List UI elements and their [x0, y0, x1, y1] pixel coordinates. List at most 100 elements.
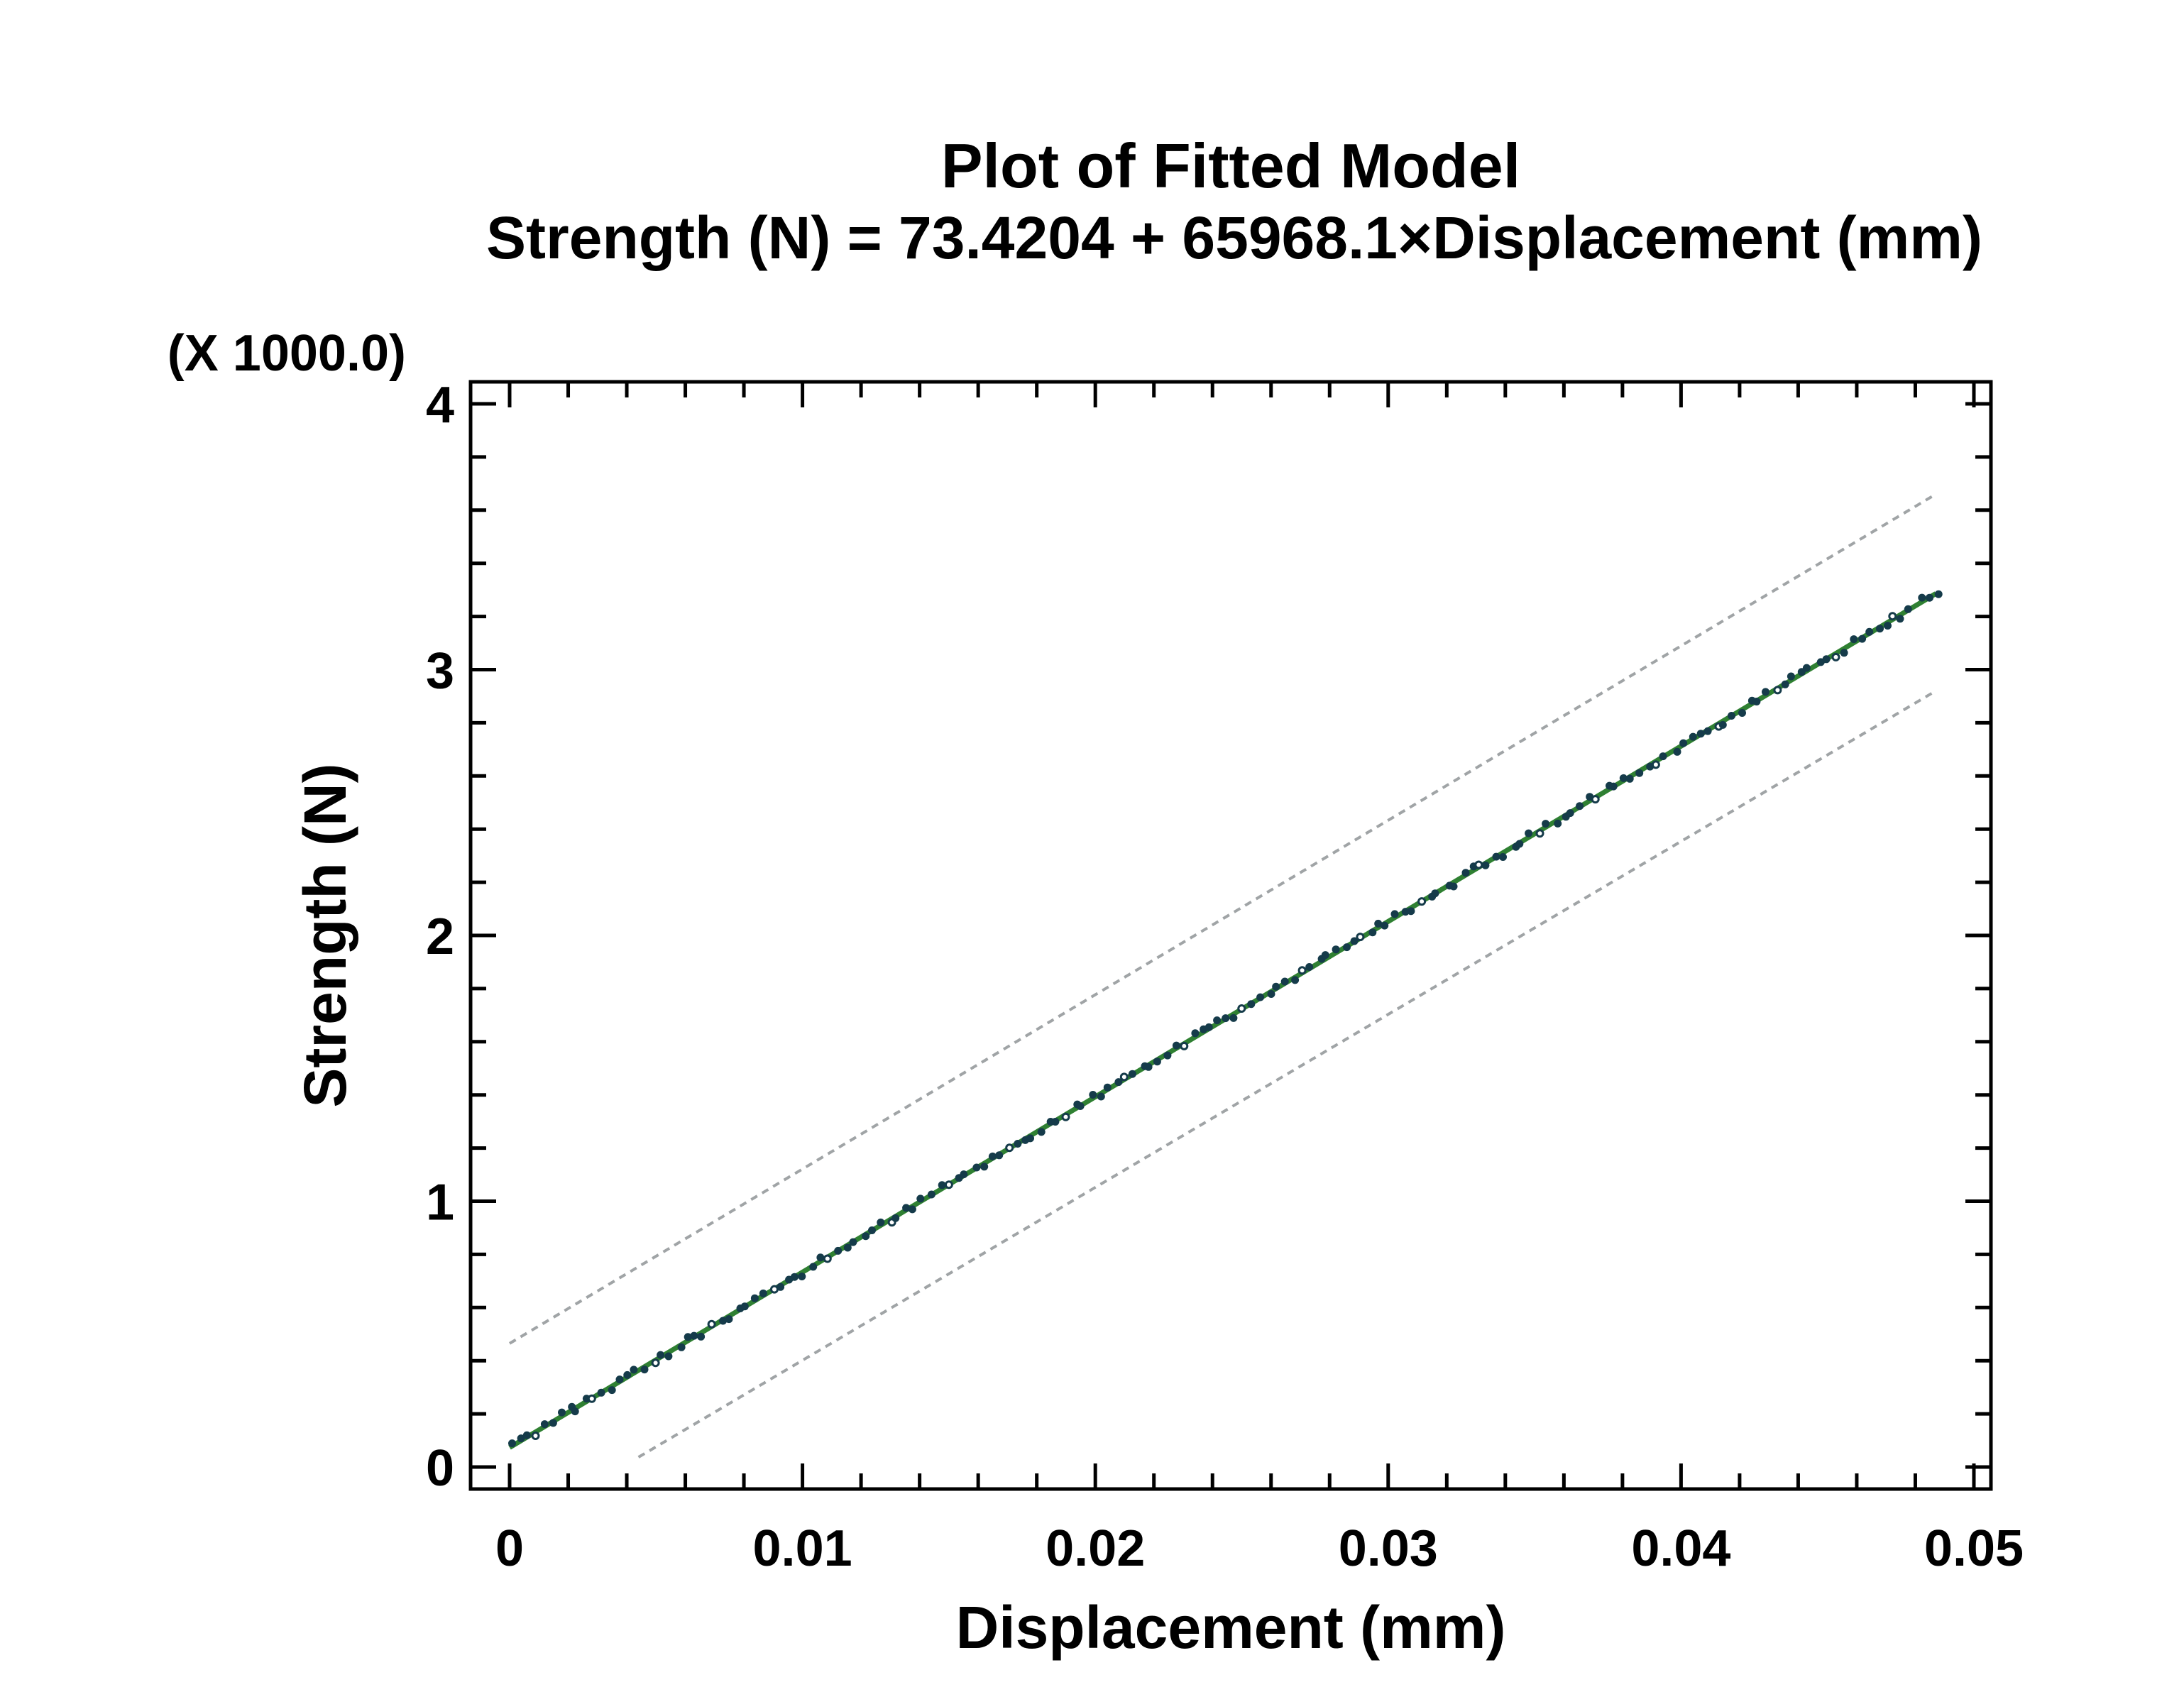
data-point [684, 1333, 692, 1341]
data-point [1356, 933, 1365, 942]
data-point [1180, 1041, 1189, 1050]
data-point [1103, 1083, 1112, 1092]
data-point [1144, 1062, 1153, 1071]
data-point [1576, 802, 1584, 811]
data-point [719, 1317, 728, 1325]
data-point [1381, 921, 1389, 930]
data-point [1515, 840, 1524, 848]
data-point [1591, 795, 1600, 804]
x-tick-label: 0.04 [1631, 1520, 1730, 1577]
data-point [690, 1331, 698, 1340]
data-point [849, 1238, 857, 1246]
x-tick-label: 0.05 [1924, 1520, 2024, 1577]
data-point [1651, 760, 1660, 769]
data-point [916, 1194, 925, 1203]
data-point [630, 1366, 638, 1374]
data-point [1390, 910, 1399, 918]
data-point [1461, 869, 1470, 877]
data-point [549, 1419, 557, 1427]
x-axis-title: Displacement (mm) [956, 1594, 1506, 1661]
data-point [944, 1180, 953, 1190]
data-point [1876, 625, 1884, 633]
data-point [938, 1181, 946, 1190]
data-point [1407, 907, 1415, 916]
data-point [1542, 820, 1550, 828]
data-point [1229, 1013, 1238, 1022]
y-axis-title: Strength (N) [292, 763, 358, 1107]
data-point [1787, 672, 1795, 681]
data-point [1097, 1092, 1105, 1101]
data-point [740, 1302, 749, 1311]
data-point [1625, 774, 1634, 783]
data-point [980, 1163, 989, 1171]
data-point [1492, 852, 1500, 861]
data-point [1051, 1118, 1060, 1126]
data-point [1525, 829, 1533, 837]
data-point [891, 1214, 900, 1222]
data-point [750, 1294, 759, 1302]
data-point [1896, 615, 1904, 623]
data-point [1321, 951, 1329, 960]
x-tick-label: 0 [495, 1520, 524, 1577]
data-point [1374, 919, 1383, 928]
data-point [823, 1254, 832, 1263]
axes-layer [468, 380, 1993, 1491]
data-point [972, 1163, 981, 1172]
data-point [988, 1152, 997, 1160]
data-point [587, 1394, 596, 1403]
data-point [1703, 727, 1712, 735]
data-point [1635, 769, 1644, 777]
y-tick-label: 2 [426, 908, 454, 965]
data-point [1014, 1140, 1022, 1148]
data-point [517, 1434, 525, 1443]
data-point [597, 1388, 605, 1397]
data-point [697, 1332, 706, 1341]
data-point [615, 1375, 624, 1384]
data-point [995, 1151, 1004, 1160]
data-point [1619, 774, 1628, 782]
data-point [623, 1370, 632, 1379]
prediction-bands-layer [508, 493, 1937, 1458]
data-point [1305, 963, 1314, 971]
data-point [1499, 853, 1507, 861]
data-point [1850, 635, 1858, 644]
data-point [1368, 928, 1377, 937]
data-point [540, 1420, 549, 1429]
data-point [640, 1366, 649, 1374]
data-point [1696, 730, 1705, 738]
data-point [1904, 605, 1912, 613]
y-tick-label: 1 [426, 1174, 454, 1231]
chart-equation: Strength (N) = 73.4204 + 65968.1×Displac… [486, 204, 1982, 271]
data-point [1481, 861, 1490, 869]
data-point [1205, 1023, 1213, 1031]
data-point [960, 1170, 968, 1179]
data-point [798, 1273, 806, 1280]
data-point [790, 1273, 799, 1281]
data-point [1163, 1051, 1172, 1060]
data-point [1679, 739, 1688, 747]
data-point [1005, 1143, 1014, 1153]
data-point [1673, 747, 1681, 756]
x-tick-label: 0.03 [1339, 1520, 1438, 1577]
data-point [1822, 655, 1831, 664]
data-point [1659, 752, 1667, 761]
data-point [1350, 937, 1359, 945]
data-point [816, 1253, 825, 1262]
data-point [868, 1226, 876, 1234]
data-point [908, 1205, 916, 1214]
data-point [1831, 652, 1840, 661]
y-tick-label: 3 [426, 643, 454, 700]
data-point [1781, 680, 1789, 688]
data-point [1128, 1070, 1136, 1078]
data-point [707, 1319, 716, 1329]
data-point [1858, 634, 1867, 643]
data-point [1332, 945, 1340, 954]
data-point [1267, 990, 1275, 998]
data-point [809, 1263, 818, 1271]
y-axis-unit-multiplier: (X 1000.0) [168, 325, 406, 382]
data-point [1728, 712, 1735, 720]
data-point [1280, 977, 1289, 986]
data-point [1343, 943, 1351, 952]
